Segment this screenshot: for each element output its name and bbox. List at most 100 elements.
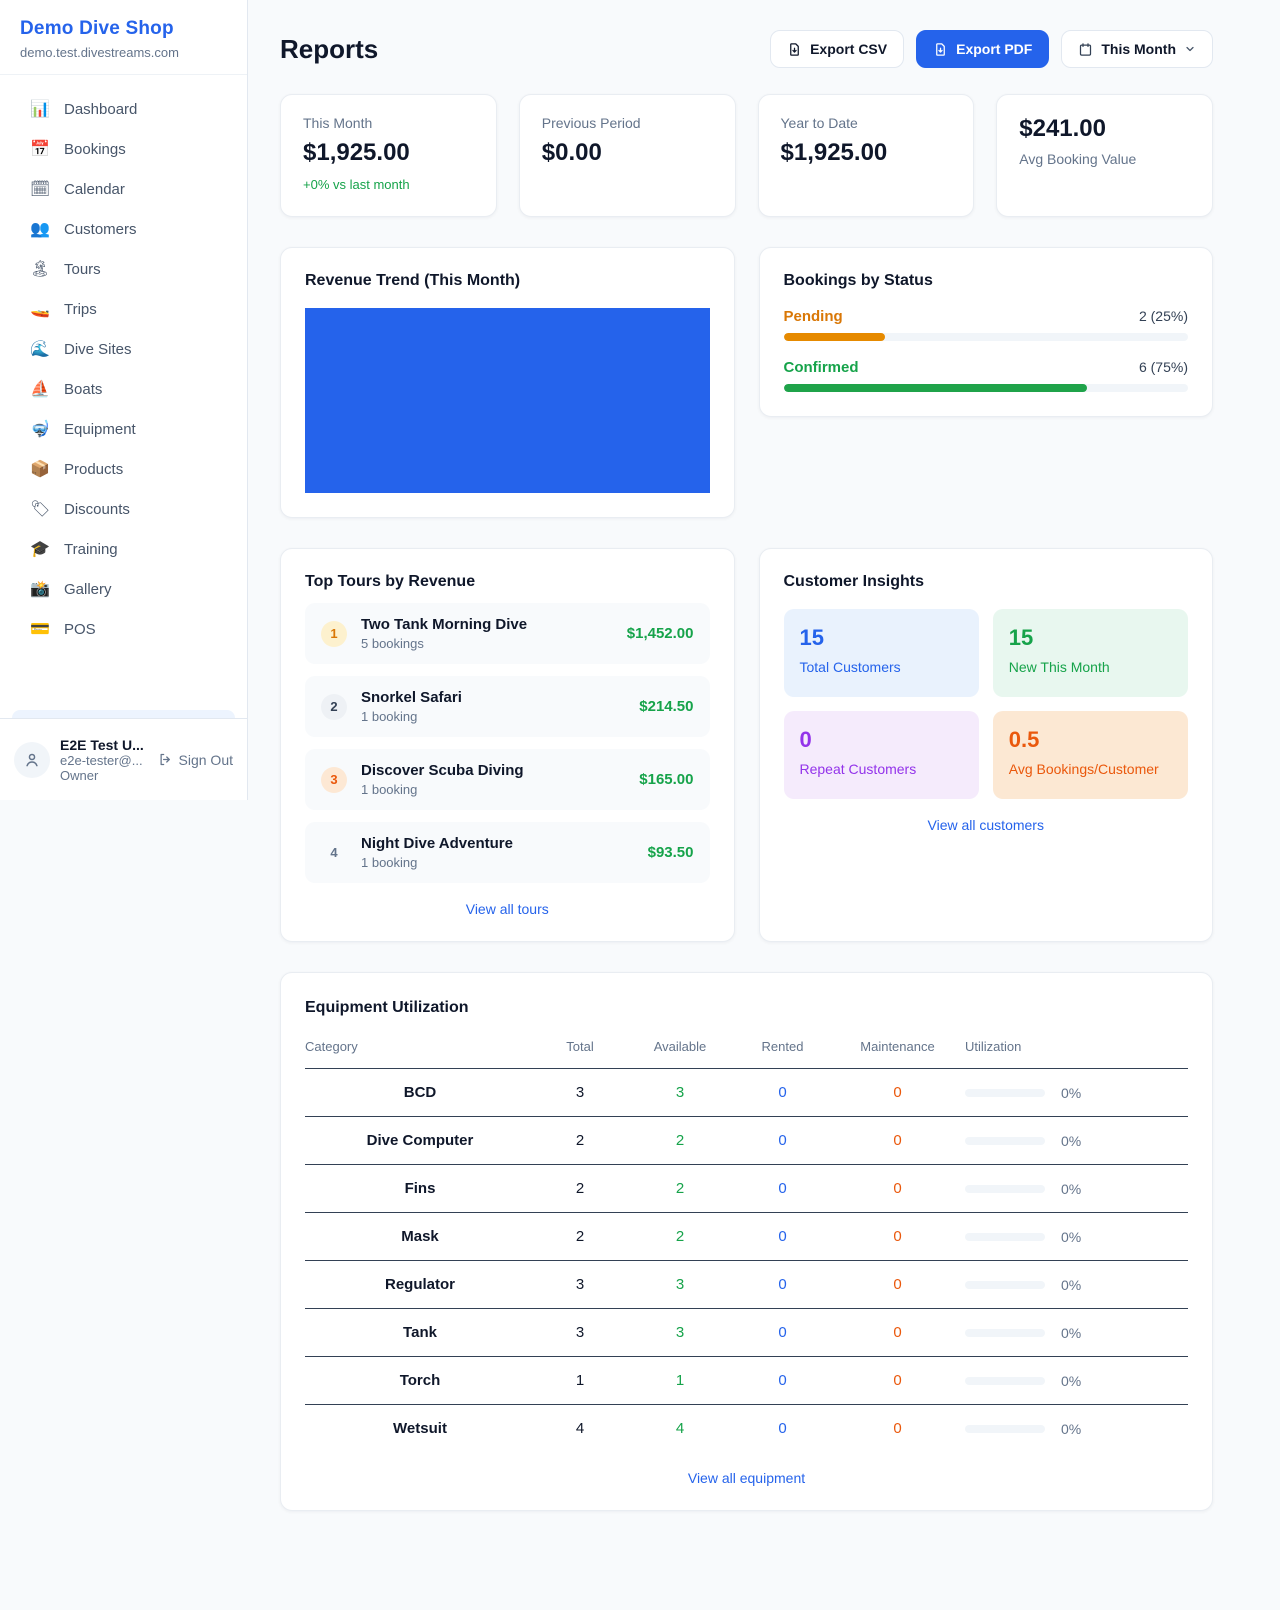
sidebar-item-tours[interactable]: 🏝 Tours [12, 249, 235, 289]
insight-label: Total Customers [799, 659, 901, 675]
sidebar-item-dashboard[interactable]: 📊 Dashboard [12, 89, 235, 129]
shop-domain: demo.test.divestreams.com [20, 45, 179, 60]
cell-maintenance: 0 [830, 1212, 965, 1261]
cell-rented: 0 [735, 1116, 830, 1165]
view-all-equipment-link[interactable]: View all equipment [687, 1470, 806, 1486]
cell-category: Torch [305, 1356, 535, 1405]
shop-name: Demo Dive Shop [20, 18, 174, 39]
insight-value: 0.5 [1008, 727, 1040, 752]
stat-value: $1,925.00 [780, 139, 888, 166]
col-header-total: Total [535, 1031, 625, 1069]
sidebar-item-pos[interactable]: 💳 POS [12, 609, 235, 649]
table-header-row: Category Total Available Rented Maintena… [305, 1031, 1188, 1069]
sidebar-item-label: Bookings [64, 140, 126, 158]
sign-out-icon [160, 753, 170, 766]
cell-rented: 0 [735, 1212, 830, 1261]
tour-row: 2 Snorkel Safari 1 booking $214.50 [305, 676, 710, 737]
calendar-date-icon: 📅 [30, 141, 50, 158]
stats-row: This Month $1,925.00 +0% vs last month P… [280, 94, 1213, 217]
sidebar-item-label: Products [64, 460, 124, 478]
view-all-tours-link[interactable]: View all tours [465, 901, 549, 917]
cell-utilization: 0% [965, 1164, 1188, 1213]
utilization-bar-track [965, 1232, 1045, 1241]
sidebar-item-boats[interactable]: ⛵ Boats [12, 369, 235, 409]
status-row-confirmed: Confirmed 6 (75%) [783, 359, 1188, 392]
stat-label: This Month [303, 115, 373, 131]
main-content: Reports Export CSV Export PDF This Month… [248, 0, 1280, 1551]
stat-label: Year to Date [780, 115, 858, 131]
table-row: Torch 1 1 0 0 0% [305, 1356, 1188, 1405]
equipment-table-body: BCD 3 3 0 0 0% Dive Computer 2 2 0 0 0% … [305, 1068, 1188, 1453]
cell-category: BCD [305, 1068, 535, 1117]
sidebar-item-label: Trips [64, 300, 97, 318]
stat-card-this-month: This Month $1,925.00 +0% vs last month [280, 94, 497, 217]
sidebar-item-label: Dive Sites [64, 340, 132, 358]
page-header: Reports Export CSV Export PDF This Month [280, 30, 1213, 68]
cell-rented: 0 [735, 1356, 830, 1405]
customer-insights-card: Customer Insights 15 Total Customers 15 … [758, 548, 1213, 942]
sidebar-item-reports-partial[interactable] [12, 710, 235, 718]
sidebar-item-label: Equipment [64, 420, 136, 438]
tour-row: 3 Discover Scuba Diving 1 booking $165.0… [305, 749, 710, 810]
stat-value: $1,925.00 [303, 139, 410, 166]
shop-header: Demo Dive Shop demo.test.divestreams.com [0, 0, 247, 75]
cell-total: 2 [535, 1116, 625, 1165]
sidebar-item-equipment[interactable]: 🤿 Equipment [12, 409, 235, 449]
cell-total: 2 [535, 1212, 625, 1261]
sailboat-icon: ⛵ [30, 381, 50, 398]
sidebar-item-trips[interactable]: 🚤 Trips [12, 289, 235, 329]
sidebar-item-gallery[interactable]: 📸 Gallery [12, 569, 235, 609]
status-bar-track [783, 384, 1188, 392]
insight-tile-total-customers: 15 Total Customers [783, 609, 979, 697]
utilization-bar-track [965, 1088, 1045, 1097]
rank-badge: 4 [330, 845, 338, 860]
export-csv-button[interactable]: Export CSV [770, 30, 905, 68]
sidebar-nav: 📊 Dashboard 📅 Bookings 🗓 Calendar 👥 Customer… [0, 75, 247, 649]
utilization-bar-track [965, 1328, 1045, 1337]
export-pdf-button[interactable]: Export PDF [916, 30, 1050, 68]
cell-rented: 0 [735, 1308, 830, 1357]
file-download-icon [936, 42, 945, 56]
sidebar: Demo Dive Shop demo.test.divestreams.com… [0, 0, 248, 800]
cell-utilization: 0% [965, 1308, 1188, 1357]
chevron-down-icon [1186, 46, 1194, 52]
diving-mask-icon: 🤿 [30, 421, 50, 438]
tour-row: 4 Night Dive Adventure 1 booking $93.50 [305, 822, 710, 883]
utilization-percent: 0% [1061, 1132, 1082, 1149]
period-dropdown[interactable]: This Month [1061, 30, 1213, 68]
header-actions: Export CSV Export PDF This Month [770, 30, 1213, 68]
rank-badge: 2 [321, 693, 347, 720]
sidebar-item-training[interactable]: 🎓 Training [12, 529, 235, 569]
period-label: This Month [1101, 41, 1176, 57]
col-header-rented: Rented [735, 1031, 830, 1069]
export-pdf-label: Export PDF [956, 41, 1033, 57]
tour-bookings: 1 booking [361, 709, 418, 724]
export-csv-label: Export CSV [810, 41, 888, 57]
view-all-customers-link[interactable]: View all customers [927, 817, 1044, 833]
top-tours-title: Top Tours by Revenue [305, 573, 476, 590]
bookings-by-status-title: Bookings by Status [783, 272, 933, 289]
island-icon: 🏝 [30, 261, 51, 278]
sidebar-item-customers[interactable]: 👥 Customers [12, 209, 235, 249]
sidebar-item-calendar[interactable]: 🗓 Calendar [12, 169, 235, 209]
charts-row: Revenue Trend (This Month) Bookings by S… [280, 247, 1213, 518]
tour-amount: $165.00 [639, 771, 694, 788]
cell-available: 2 [625, 1116, 735, 1165]
sidebar-item-discounts[interactable]: 🏷 Discounts [12, 489, 235, 529]
camera-icon: 📸 [30, 581, 50, 598]
sidebar-item-dive-sites[interactable]: 🌊 Dive Sites [12, 329, 235, 369]
sidebar-item-products[interactable]: 📦 Products [12, 449, 235, 489]
cell-rented: 0 [778, 1420, 787, 1437]
revenue-trend-chart [305, 308, 710, 493]
cell-available: 3 [625, 1260, 735, 1309]
utilization-percent: 0% [1061, 1228, 1082, 1245]
avatar [14, 741, 50, 778]
sidebar-item-label: Dashboard [64, 100, 138, 118]
cell-maintenance: 0 [893, 1420, 902, 1437]
table-row: Fins 2 2 0 0 0% [305, 1164, 1188, 1213]
tour-bookings: 1 booking [361, 782, 418, 797]
sign-out-button[interactable]: Sign Out [158, 752, 233, 768]
user-role: Owner [60, 767, 99, 783]
sidebar-item-bookings[interactable]: 📅 Bookings [12, 129, 235, 169]
status-count: 2 (25%) [1138, 308, 1188, 324]
